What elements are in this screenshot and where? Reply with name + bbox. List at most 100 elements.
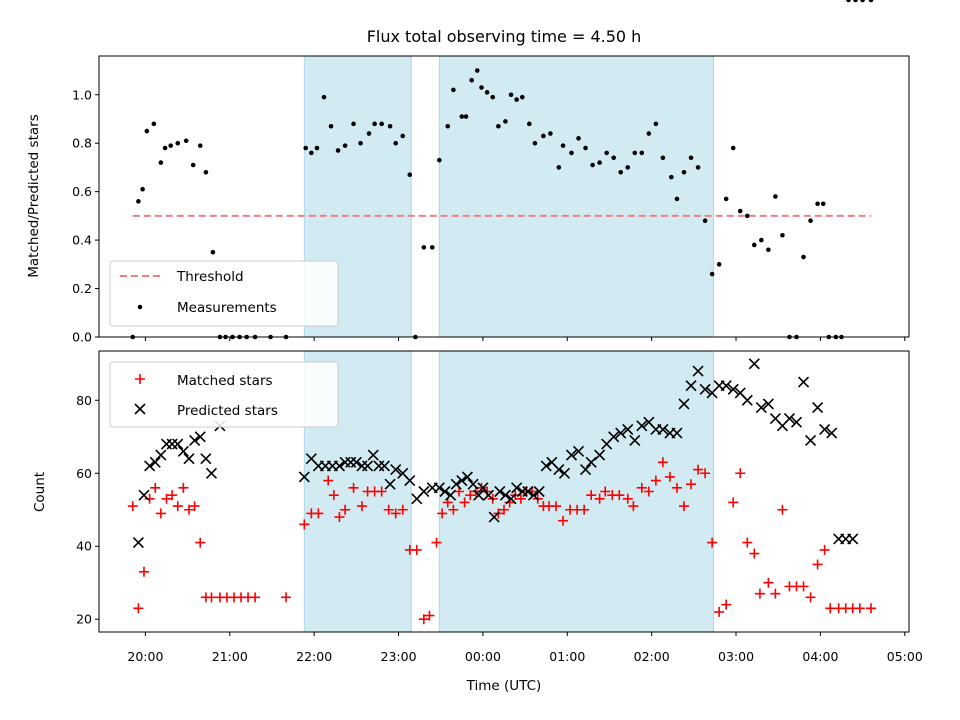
x-tick-label: 21:00 — [212, 649, 248, 664]
matched-star-point — [614, 490, 625, 501]
matched-star-point — [139, 566, 149, 577]
y-tick-label: 60 — [76, 466, 92, 481]
predicted-star-point — [461, 471, 474, 483]
predicted-star-point — [444, 489, 457, 501]
predicted-star-point — [494, 485, 506, 498]
measurement-point — [175, 140, 181, 146]
y-tick-label: 20 — [76, 612, 92, 627]
measurement-point — [372, 121, 377, 127]
predicted-star-point — [149, 456, 161, 468]
predicted-star-point — [155, 449, 167, 461]
bottom-legend: Matched stars Predicted stars — [109, 361, 339, 428]
matched-star-point — [728, 497, 739, 508]
measurement-point — [737, 208, 743, 214]
matched-star-point — [184, 504, 194, 515]
matched-star-point — [679, 501, 689, 512]
predicted-star-point — [755, 401, 767, 414]
measurement-point — [162, 145, 168, 151]
predicted-star-point — [433, 482, 445, 494]
matched-star-point — [437, 508, 448, 519]
predicted-star-point — [812, 401, 824, 414]
predicted-star-point — [333, 460, 346, 472]
predicted-star-point — [177, 445, 189, 457]
measurement-point — [158, 160, 164, 165]
measurement-point — [151, 121, 157, 127]
matched-star-point — [323, 475, 334, 486]
matched-star-point — [281, 592, 292, 603]
measurement-point — [653, 121, 659, 127]
matched-star-point — [431, 537, 442, 548]
top-series — [130, 0, 874, 340]
matched-star-point — [448, 504, 459, 515]
predicted-star-point — [685, 380, 697, 392]
predicted-star-point — [194, 431, 206, 443]
measurement-point — [437, 157, 442, 163]
matched-star-point — [161, 493, 172, 504]
measurement-point — [669, 174, 674, 180]
matched-star-point — [144, 493, 155, 504]
predicted-star-point — [699, 383, 711, 395]
matched-star-point — [150, 482, 161, 493]
measurement-point — [618, 169, 624, 175]
measurement-point — [519, 94, 525, 100]
measurement-point — [695, 165, 701, 170]
matched-star-point — [133, 603, 144, 614]
measurement-point — [490, 94, 496, 100]
measurement-point — [702, 218, 708, 224]
predicted-star-point — [636, 420, 648, 432]
predicted-star-point — [298, 471, 310, 483]
matched-star-point — [854, 603, 865, 614]
measurement-point — [210, 249, 216, 255]
predicted-star-point — [450, 478, 462, 490]
measurement-point — [646, 131, 652, 136]
matched-star-point — [742, 537, 753, 548]
predicted-star-point — [511, 482, 523, 494]
measurement-point — [314, 145, 320, 151]
matched-star-point — [735, 468, 746, 479]
predicted-star-point — [362, 460, 374, 472]
matched-star-point — [714, 606, 725, 617]
measurement-point — [496, 123, 501, 129]
predicted-star-point — [572, 445, 585, 457]
predicted-star-point — [378, 460, 391, 472]
predicted-star-point — [657, 423, 669, 436]
measurement-point — [744, 213, 750, 219]
measurement-point — [527, 121, 532, 127]
top-x-ticks — [144, 337, 906, 341]
measurements-legend-swatch — [137, 304, 143, 310]
matched-star-point — [636, 482, 647, 493]
measurement-point — [358, 140, 363, 146]
matched-star-point — [763, 577, 774, 588]
predicted-star-point — [608, 431, 620, 443]
predicted-star-point — [205, 467, 218, 479]
bottom-x-ticks: 20:00 21:00 22:00 23:00 00:00 01:00 02:00 03:00… — [127, 632, 923, 664]
measurement-point — [328, 123, 334, 129]
measurement-point — [342, 143, 348, 148]
predicted-star-point — [384, 478, 396, 490]
predicted-legend-label: Predicted stars — [177, 403, 278, 419]
matched-star-point — [383, 504, 394, 515]
measurement-point — [625, 165, 631, 170]
matched-star-point — [250, 592, 261, 603]
measurement-point — [393, 140, 399, 146]
measurement-point — [387, 123, 393, 129]
predicted-star-point — [488, 511, 500, 523]
measurement-point — [421, 245, 427, 250]
measurement-point — [168, 143, 174, 148]
matched-star-point — [476, 482, 487, 493]
measurement-point — [759, 237, 764, 243]
bottom-y-axis-label: Count — [32, 472, 48, 512]
measurement-point — [868, 0, 874, 3]
matched-star-point — [657, 457, 668, 468]
measurement-point — [723, 196, 729, 202]
measurement-point — [190, 162, 196, 168]
predicted-star-point — [629, 434, 641, 446]
matched-star-point — [749, 548, 760, 559]
predicted-star-point — [804, 434, 817, 446]
matched-star-point — [707, 537, 718, 548]
measurement-point — [321, 94, 327, 100]
predicted-star-point — [456, 474, 468, 487]
matched-star-point — [376, 486, 387, 497]
x-tick-label: 01:00 — [549, 649, 585, 664]
measurement-point — [203, 169, 209, 175]
